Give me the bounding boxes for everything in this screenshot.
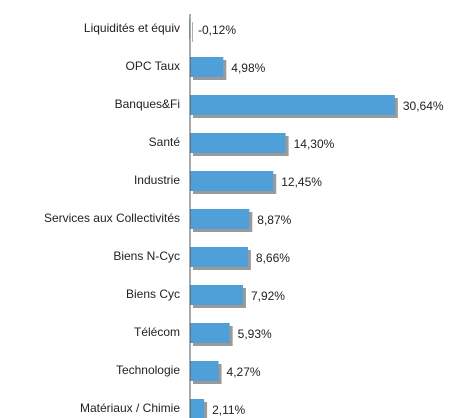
value-label: 2,11%: [212, 403, 245, 417]
value-label: 7,92%: [251, 289, 285, 303]
value-label: -0,12%: [198, 23, 236, 37]
category-label: Santé: [149, 135, 181, 149]
category-label: Liquidités et équiv: [84, 21, 180, 35]
category-label: Technologie: [116, 363, 180, 377]
value-label: 4,27%: [227, 365, 261, 379]
category-label: Industrie: [134, 173, 180, 187]
value-label: 5,93%: [238, 327, 272, 341]
bar-shadow: [192, 22, 193, 42]
bar: [190, 209, 250, 229]
category-label: Banques&Fi: [115, 97, 180, 111]
bar: [190, 323, 230, 343]
bar: [190, 95, 395, 115]
bar: [190, 171, 274, 191]
bar: [190, 247, 248, 267]
category-label: Biens Cyc: [126, 287, 180, 301]
value-label: 4,98%: [231, 61, 265, 75]
bar: [190, 399, 205, 418]
bar: [190, 133, 286, 153]
bar: [190, 285, 243, 305]
category-label: OPC Taux: [126, 59, 180, 73]
value-label: 14,30%: [294, 137, 335, 151]
value-label: 8,87%: [257, 213, 291, 227]
value-label: 8,66%: [256, 251, 290, 265]
bar: [190, 361, 219, 381]
bar: [190, 57, 224, 77]
category-label: Télécom: [134, 325, 180, 339]
category-label: Biens N-Cyc: [113, 249, 180, 263]
category-label: Services aux Collectivités: [44, 211, 180, 225]
category-label: Matériaux / Chimie: [80, 401, 180, 415]
value-label: 30,64%: [403, 99, 444, 113]
value-label: 12,45%: [281, 175, 322, 189]
